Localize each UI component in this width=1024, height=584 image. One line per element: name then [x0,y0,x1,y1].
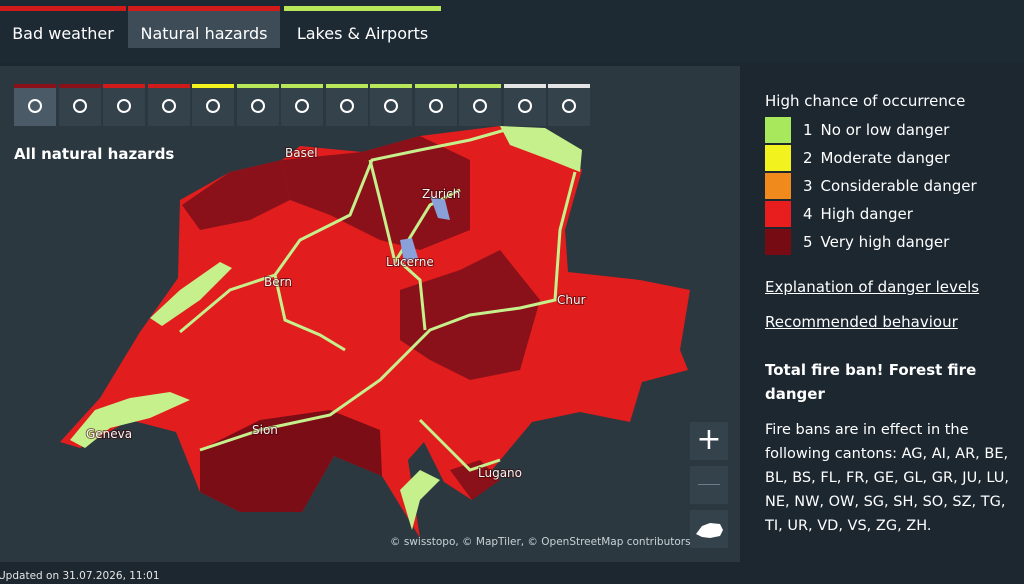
river [199,171,577,452]
region-very-high [282,136,470,250]
river [273,274,346,352]
hazard-button[interactable] [459,84,501,126]
link[interactable]: Explanation of danger levels [765,278,980,296]
lake [500,126,582,172]
fire-ban-text: Fire bans are in effect in the following… [765,422,1009,534]
city-label: Basel [285,146,318,160]
updated: Updated on 31.07.2026, 11:01 [0,570,160,582]
city-label: Lugano [478,466,522,480]
city-label: Lucerne [386,255,434,269]
legend-item: 3 Considerable danger [765,173,977,199]
legend-label: High danger [820,205,913,223]
attribution: © swisstopo, © MapTiler, © OpenStreetMap… [390,536,691,548]
hazard-button[interactable] [58,84,101,126]
tab[interactable]: Bad weather [0,6,126,48]
city-label: Sion [252,423,278,437]
lake [400,470,440,530]
legend-number: 4 [803,205,813,223]
river [179,128,506,334]
city-label: Bern [264,275,292,289]
legend-item: 1 No or low danger [765,117,949,143]
city-label: Zurich [422,187,460,201]
river [398,260,427,331]
hazard-button[interactable] [281,84,323,126]
legend-swatch [765,173,791,199]
legend-title: High chance of occurrence [765,92,966,110]
hazard-button[interactable] [370,84,412,126]
legend-item: 5 Very high danger [765,229,949,255]
map-area: Basel Zurich Lucerne Bern Chur Geneva Si… [0,66,740,562]
hazard-button[interactable] [414,84,457,126]
hazard-button[interactable] [548,84,590,126]
reset-view[interactable] [690,510,728,548]
hazard-button[interactable] [192,84,234,126]
tab-active[interactable]: Natural hazards [128,6,280,48]
legend-item: 2 Moderate danger [765,145,950,171]
region-very-high [450,460,500,500]
hazard-button[interactable] [14,84,56,126]
city-label: Chur [557,293,586,307]
fire-ban-title: Total fire ban! Forest fire danger [765,361,977,403]
legend-number: 5 [803,233,813,251]
legend-swatch [765,229,791,255]
legend-label: No or low danger [820,121,950,139]
legend-swatch [765,145,791,171]
legend-label: Very high danger [820,233,950,251]
hazard-button[interactable] [503,84,546,126]
legend-number: 1 [803,121,813,139]
tab[interactable]: Lakes & Airports [284,6,441,48]
hazard-button[interactable] [103,84,145,126]
region-very-high [182,160,290,230]
map: Basel Zurich Lucerne Bern Chur Geneva Si… [60,126,690,538]
legend-label: Moderate danger [820,149,950,167]
lake [150,262,232,326]
hazard-button[interactable] [325,84,368,126]
water [400,238,418,262]
legend-swatch [765,117,791,143]
river [418,418,501,472]
legend-number: 2 [803,149,813,167]
lake [70,392,190,448]
hazard-button[interactable] [236,84,279,126]
legend-label: Considerable danger [820,177,977,195]
legend-number: 3 [803,177,813,195]
zoom-out[interactable] [690,466,728,504]
legend-swatch [765,201,791,227]
hazard-title: All natural hazards [14,145,175,163]
link[interactable]: Recommended behaviour [765,313,958,331]
city-label: Geneva [86,427,132,441]
hazard-button[interactable] [147,84,190,126]
water [430,196,450,220]
country [60,126,690,538]
zoom-in[interactable]: + [690,422,728,460]
legend-item: 4 High danger [765,201,913,227]
